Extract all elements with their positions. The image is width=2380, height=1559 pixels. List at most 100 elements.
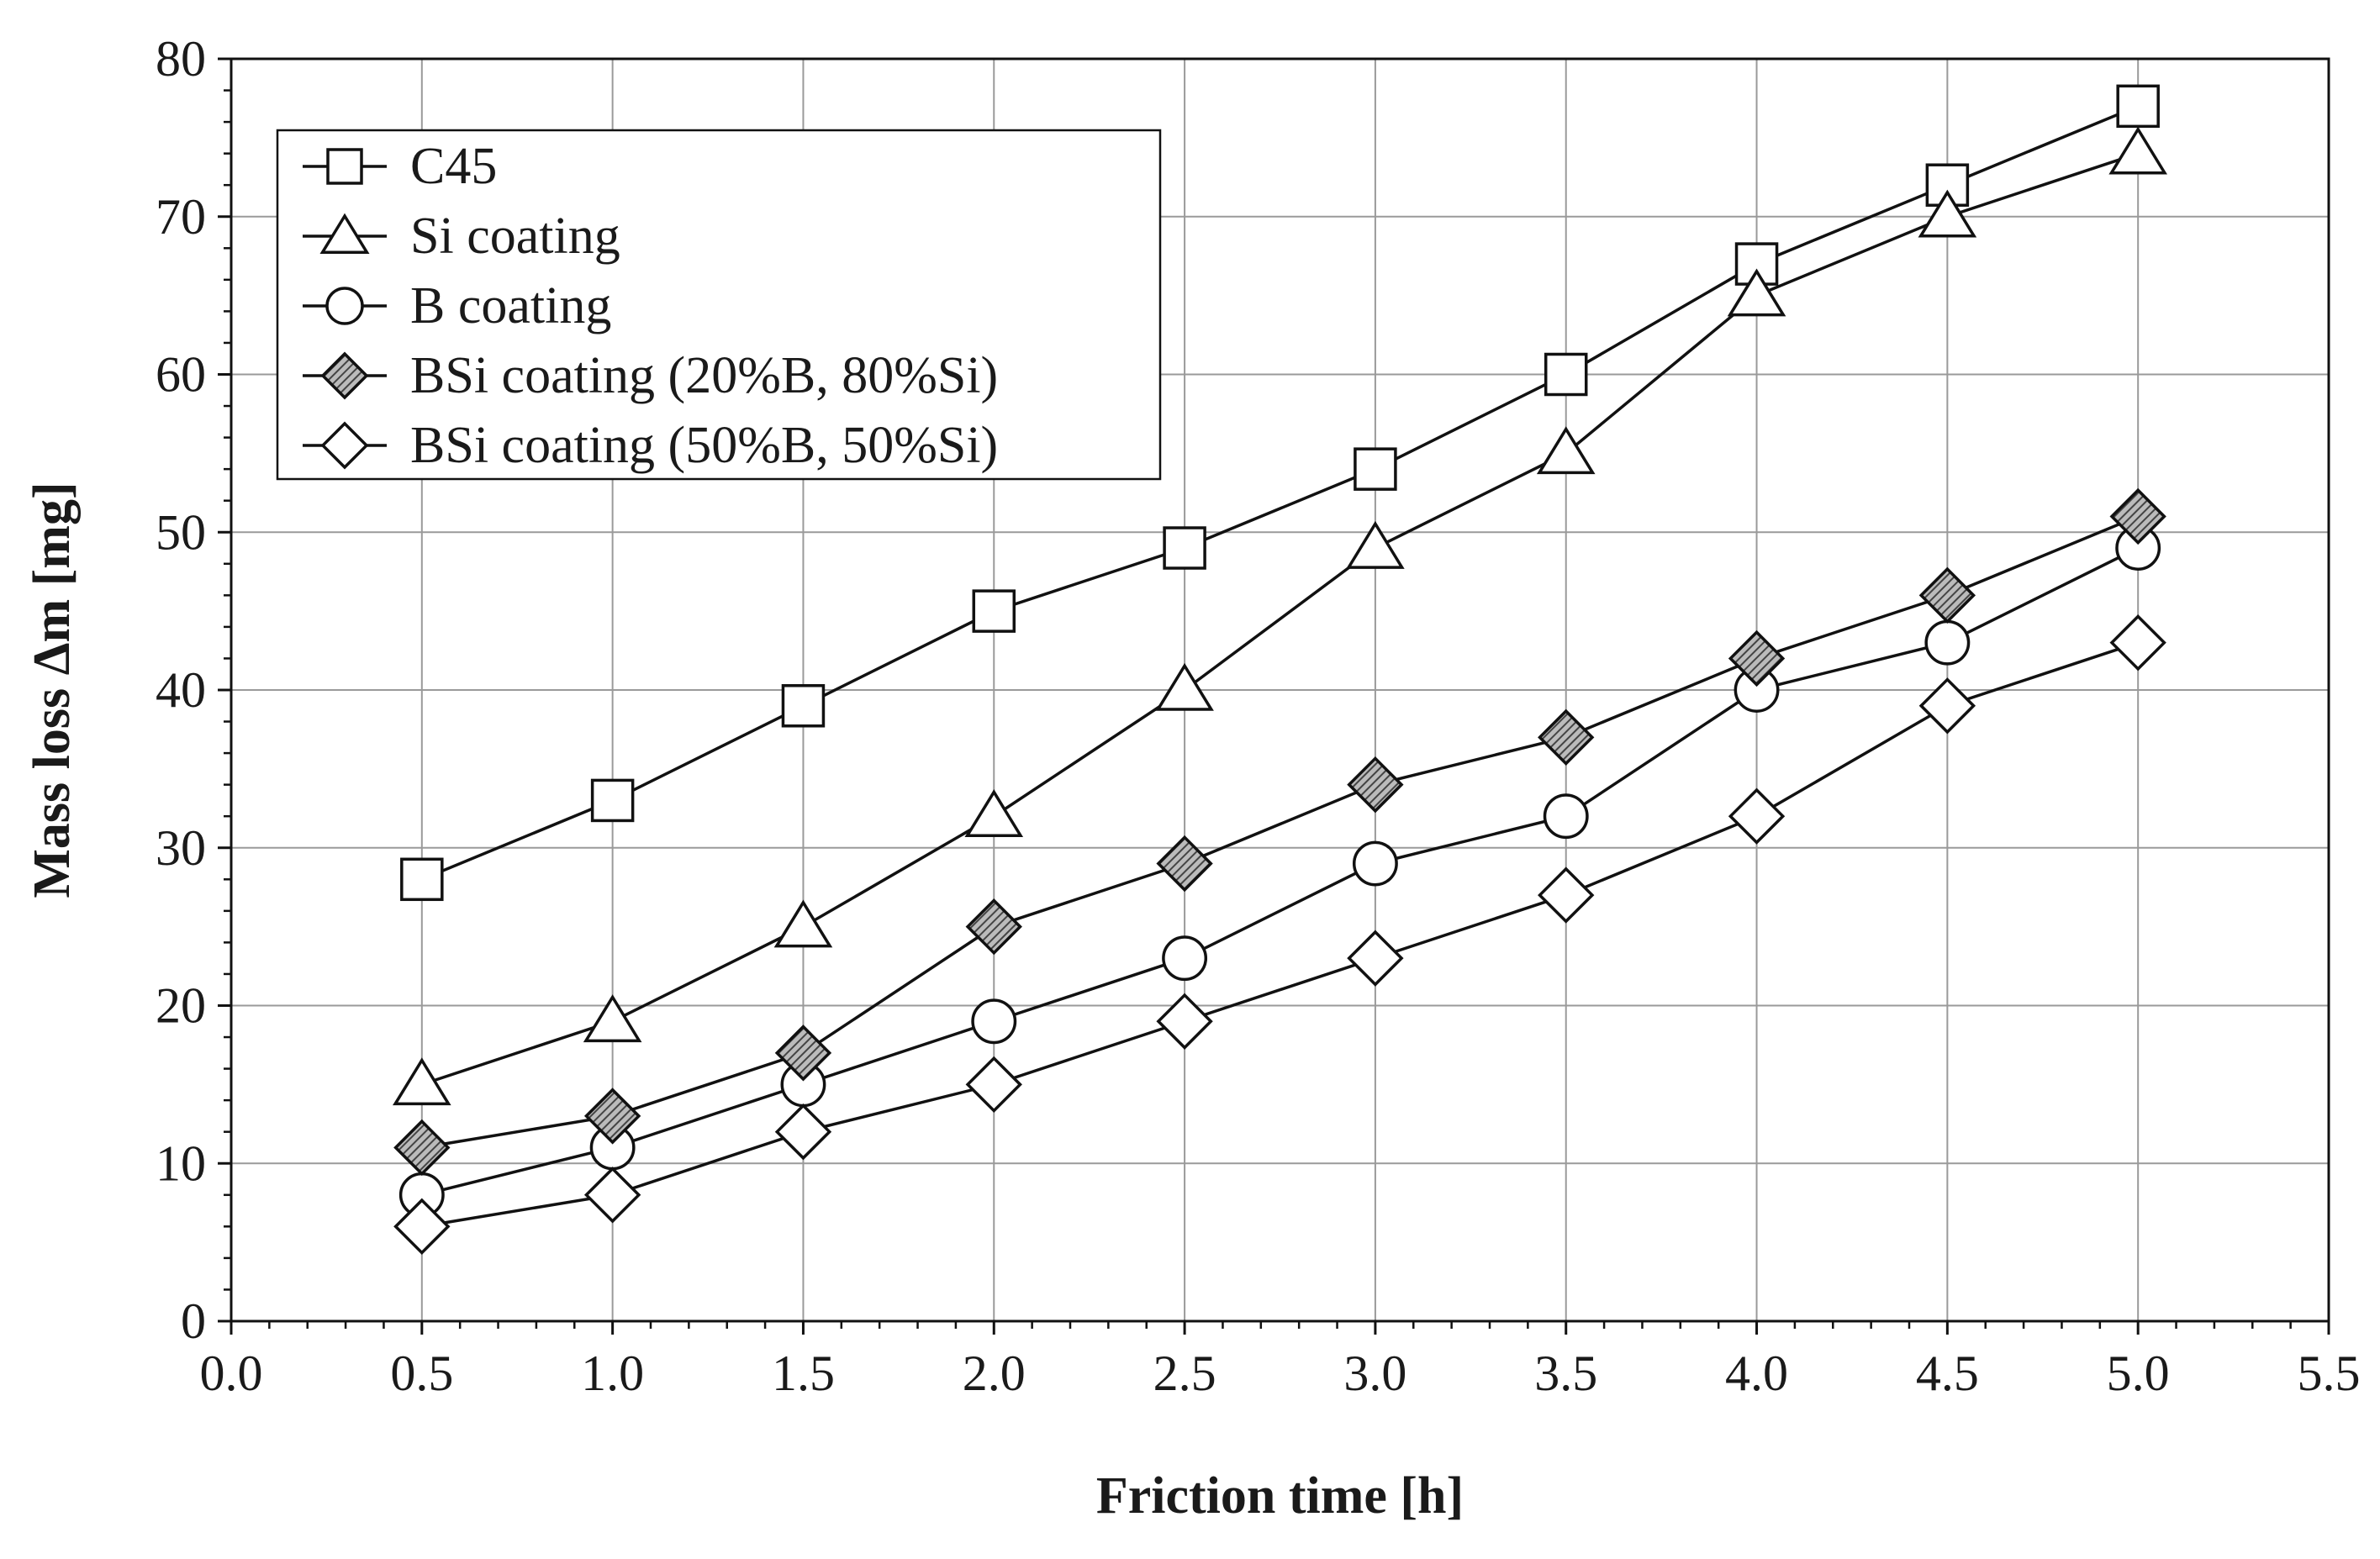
data-point-diamond <box>2109 614 2166 672</box>
data-point-diamond <box>1918 566 1976 624</box>
legend-item: BSi coating (50%B, 50%Si) <box>303 417 998 474</box>
data-point-diamond <box>1156 835 1213 893</box>
legend-marker-square <box>326 148 363 185</box>
data-point-circle <box>1352 840 1398 887</box>
legend-marker-diamond <box>320 351 369 400</box>
legend: C45 Si coating B coating BSi coating (20%B,… <box>276 129 1162 481</box>
series-markers-1 <box>393 126 2167 1106</box>
data-point-circle <box>1162 935 1208 982</box>
data-point-circle <box>971 998 1017 1045</box>
x-tick-label: 5.0 <box>2107 1346 2170 1401</box>
x-tick-label: 4.0 <box>1725 1346 1788 1401</box>
legend-item: C45 <box>303 138 497 195</box>
y-tick-label: 60 <box>156 347 206 403</box>
x-tick-labels: 0.0 0.5 1.0 1.5 2.0 2.5 3.0 3.5 4.0 4.5 5.0 5.5 <box>200 1346 2361 1401</box>
y-tick-label: 70 <box>156 189 206 245</box>
data-point-square <box>972 589 1016 633</box>
legend-item: B coating <box>303 277 611 334</box>
data-point-triangle <box>1155 662 1214 711</box>
data-point-triangle <box>1727 268 1786 317</box>
y-tick-label: 40 <box>156 662 206 718</box>
data-point-diamond <box>1156 993 1213 1050</box>
data-point-triangle <box>1536 426 1596 475</box>
x-tick-label: 2.5 <box>1153 1346 1216 1401</box>
series-4 <box>421 641 2139 1229</box>
x-tick-label: 3.5 <box>1534 1346 1597 1401</box>
data-point-circle <box>1543 793 1589 840</box>
data-point-diamond <box>393 1119 451 1177</box>
data-point-diamond <box>1538 866 1595 924</box>
legend-label: Si coating <box>410 208 620 265</box>
axis-ticks <box>218 57 2330 1335</box>
series-2 <box>421 546 2139 1197</box>
series-line <box>421 641 2139 1229</box>
data-point-diamond <box>1728 787 1786 845</box>
x-tick-label: 0.5 <box>390 1346 453 1401</box>
series-markers-3 <box>393 487 2166 1177</box>
data-point-diamond <box>774 1103 832 1161</box>
legend-label: C45 <box>410 138 497 195</box>
x-tick-label: 0.0 <box>200 1346 263 1401</box>
legend-item: Si coating <box>303 208 620 265</box>
x-tick-label: 1.0 <box>581 1346 644 1401</box>
x-tick-label: 1.5 <box>772 1346 835 1401</box>
series-1 <box>421 151 2139 1087</box>
data-point-square <box>1925 163 1970 207</box>
data-point-square <box>781 684 826 728</box>
data-point-square <box>2116 84 2160 129</box>
data-point-square <box>590 778 635 823</box>
y-tick-label: 20 <box>156 978 206 1034</box>
data-point-diamond <box>1347 756 1404 814</box>
data-point-diamond <box>1728 629 1786 687</box>
series-markers-2 <box>398 525 2161 1218</box>
data-point-circle <box>1924 619 1971 666</box>
x-tick-label: 3.0 <box>1343 1346 1406 1401</box>
data-point-diamond <box>583 1088 641 1145</box>
y-axis-title: Mass loss Δm [mg] <box>24 482 81 898</box>
series-line <box>421 104 2139 881</box>
data-point-diamond <box>965 898 1022 956</box>
data-point-diamond <box>2109 487 2166 545</box>
legend-marker-diamond <box>320 421 369 470</box>
x-axis-title: Friction time [h] <box>1096 1467 1464 1525</box>
legend-marker-circle <box>325 287 364 325</box>
data-point-diamond <box>965 1056 1022 1114</box>
data-point-square <box>400 857 444 902</box>
y-tick-label: 50 <box>156 504 206 560</box>
data-point-triangle <box>1918 189 1977 238</box>
data-point-triangle <box>2108 126 2167 175</box>
series-line <box>421 151 2139 1087</box>
series-line <box>421 514 2139 1150</box>
series-line <box>421 546 2139 1197</box>
data-point-diamond <box>1538 708 1595 766</box>
data-point-triangle <box>1346 520 1405 569</box>
series-markers-4 <box>393 614 2166 1256</box>
y-tick-label: 10 <box>156 1135 206 1191</box>
data-point-triangle <box>393 1057 451 1106</box>
data-point-square <box>1354 447 1397 491</box>
legend-box <box>276 129 1162 481</box>
data-point-triangle <box>964 789 1024 837</box>
x-tick-label: 2.0 <box>963 1346 1026 1401</box>
data-point-triangle <box>773 899 833 948</box>
series-markers-0 <box>400 84 2160 902</box>
data-point-diamond <box>774 1024 832 1082</box>
data-point-diamond <box>1918 677 1976 735</box>
data-point-square <box>1544 352 1588 397</box>
grid <box>231 59 2329 1321</box>
legend-marker-triangle <box>319 213 370 254</box>
x-tick-label: 5.5 <box>2298 1346 2361 1401</box>
series-group <box>393 84 2167 1256</box>
data-point-diamond <box>393 1198 451 1256</box>
y-tick-label: 0 <box>181 1293 206 1349</box>
y-tick-label: 80 <box>156 31 206 87</box>
y-tick-labels: 0 10 20 30 40 50 60 70 80 <box>156 31 206 1349</box>
data-point-diamond <box>583 1167 641 1224</box>
y-tick-label: 30 <box>156 820 206 876</box>
series-0 <box>421 104 2139 881</box>
legend-label: BSi coating (20%B, 80%Si) <box>410 347 998 404</box>
data-point-diamond <box>1347 930 1404 987</box>
legend-label: BSi coating (50%B, 50%Si) <box>410 417 998 474</box>
